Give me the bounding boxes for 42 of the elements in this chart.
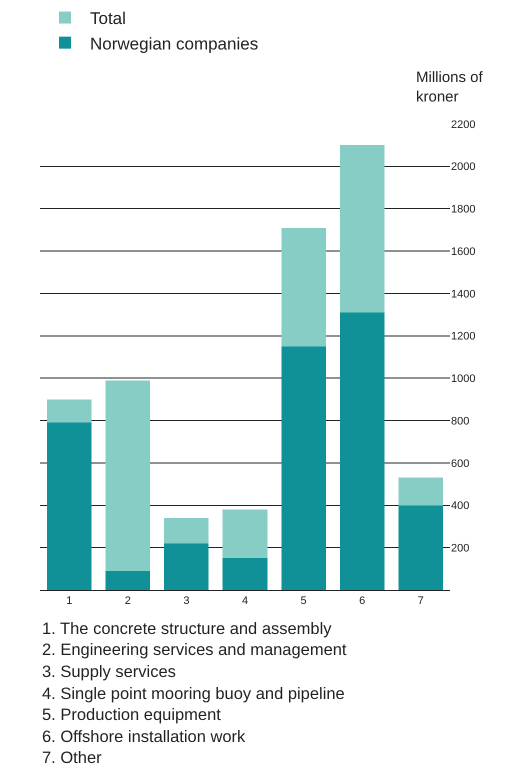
y-tick-label: 1400 [451, 288, 476, 300]
y-axis-title: Millions of kroner [416, 69, 484, 106]
y-tick-label: 400 [451, 500, 470, 512]
x-tick-label: 2 [124, 595, 131, 608]
bar [281, 346, 326, 590]
text: 3. Supply services [42, 663, 176, 681]
text: 1. The concrete structure and assembly [42, 620, 332, 638]
x-tick-label: 5 [300, 595, 307, 608]
y-tick-label: 1800 [451, 204, 476, 216]
y-tick-label: 1600 [451, 246, 476, 258]
bar [281, 228, 326, 346]
text: 4. Single point mooring buoy and pipeline [42, 685, 345, 703]
y-tick-label: 2200 [451, 118, 476, 131]
text: 6. Offshore installation work [42, 728, 246, 746]
bar [340, 312, 384, 590]
y-tick-label: 600 [451, 458, 470, 470]
bar [340, 145, 384, 313]
x-tick-label: 1 [66, 595, 72, 608]
bar [47, 422, 92, 590]
bar [398, 505, 443, 590]
legend-label: Total [90, 9, 126, 28]
x-tick-label: 6 [359, 595, 366, 608]
y-tick-label: 1200 [451, 330, 476, 343]
x-tick-label: 4 [242, 595, 248, 608]
legend-label: Norwegian companies [90, 34, 258, 54]
bar [164, 518, 209, 544]
y-tick-label: 1000 [451, 373, 476, 386]
y-tick-label: 800 [451, 415, 470, 428]
bar [398, 478, 443, 506]
y-tick-label: 200 [451, 542, 470, 554]
text: 5. Production equipment [42, 706, 222, 724]
text: 7. Other [42, 749, 102, 767]
x-tick-label: 3 [183, 595, 190, 608]
bar [222, 558, 268, 590]
text: 2. Engineering services and management [42, 641, 347, 659]
bar [106, 570, 150, 590]
bar [164, 543, 209, 590]
x-tick-label: 7 [418, 595, 424, 608]
bar [47, 399, 92, 423]
y-tick-label: 2000 [451, 161, 476, 174]
bar [222, 510, 268, 558]
bar [106, 380, 150, 571]
